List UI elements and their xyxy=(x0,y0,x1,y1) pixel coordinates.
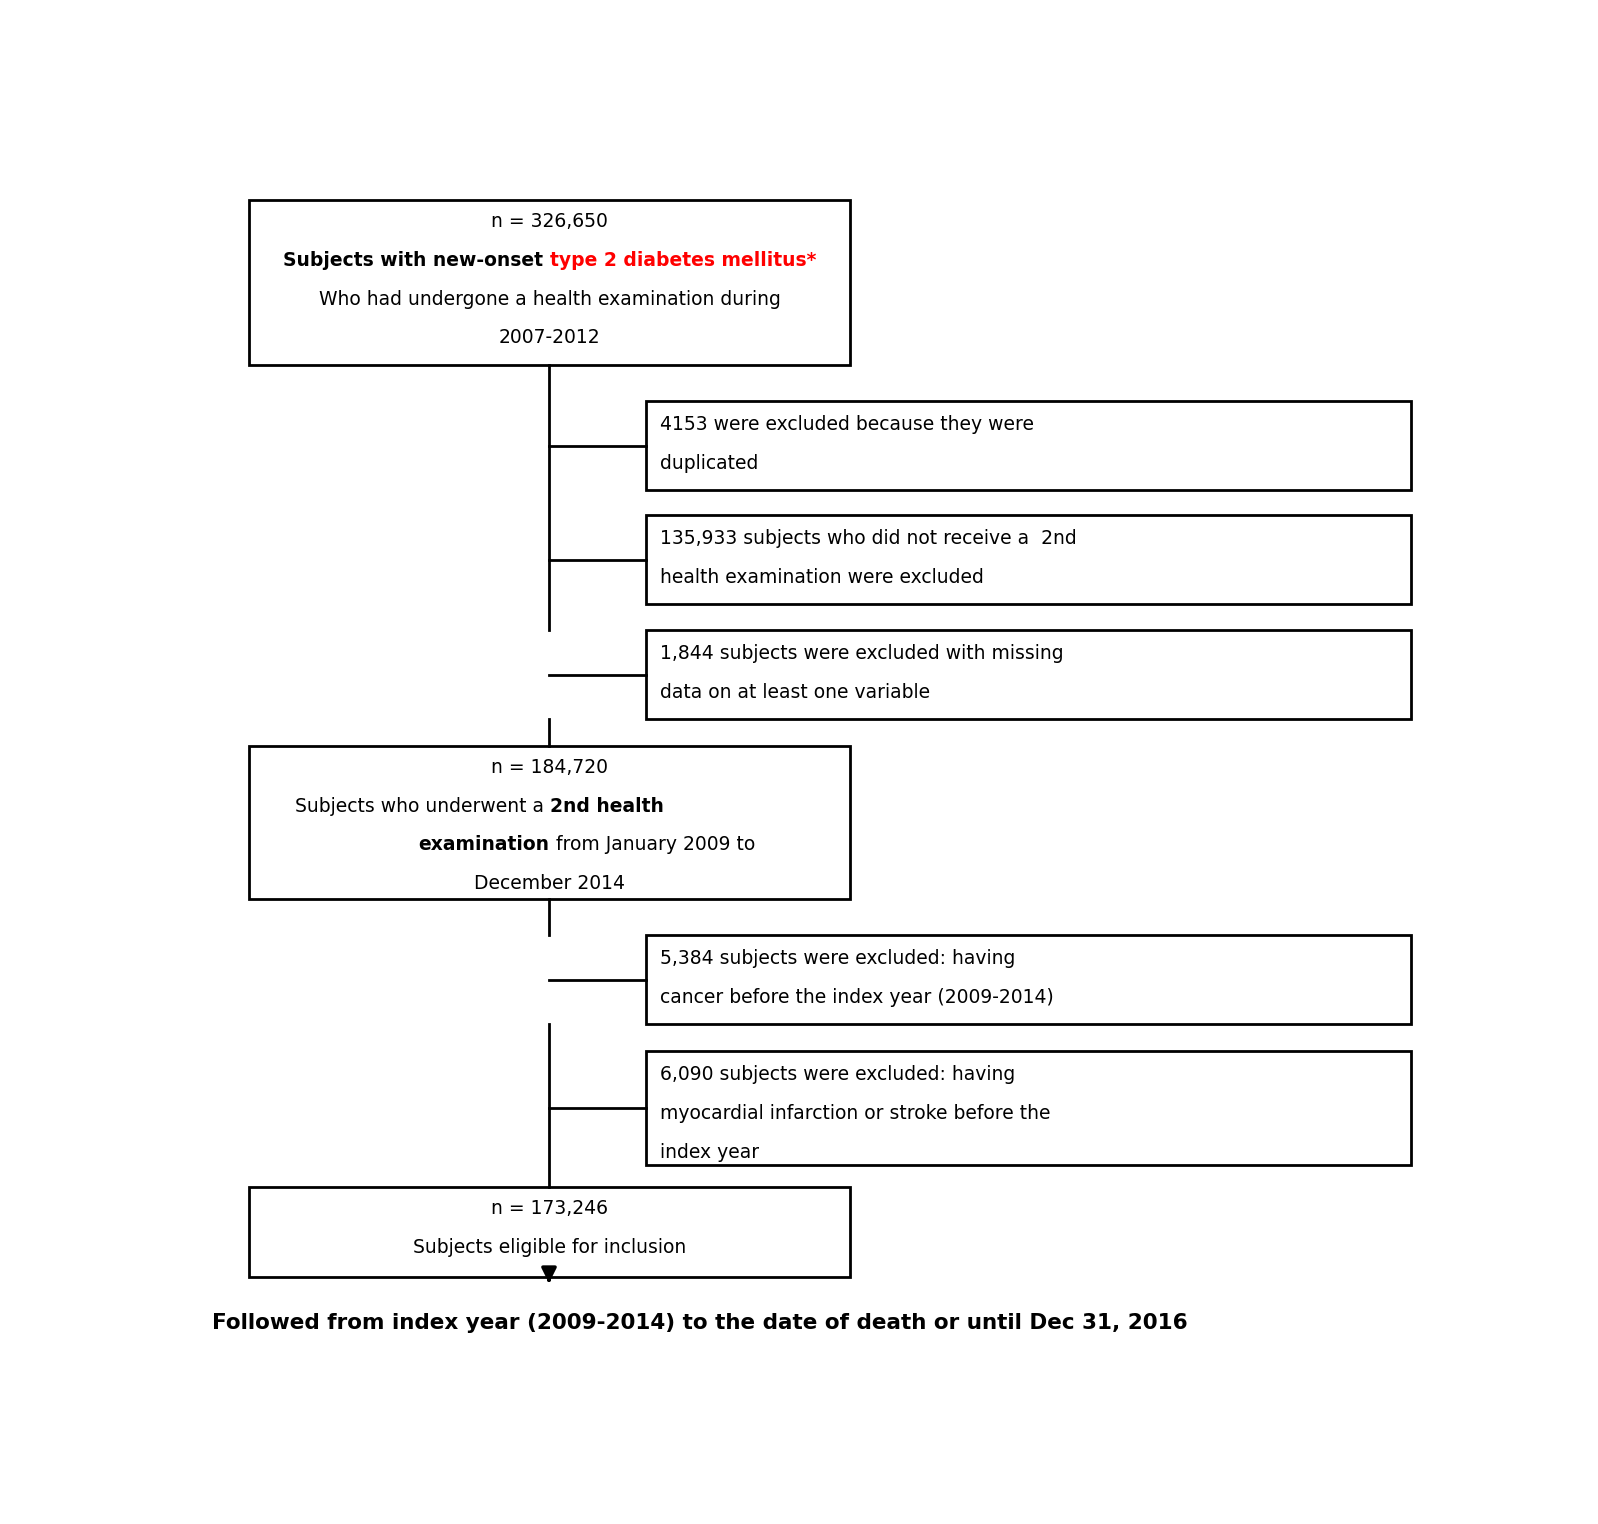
Text: myocardial infarction or stroke before the: myocardial infarction or stroke before t… xyxy=(660,1103,1051,1123)
Text: Subjects who underwent a: Subjects who underwent a xyxy=(294,797,550,815)
Text: duplicated: duplicated xyxy=(660,454,759,472)
Text: 135,933 subjects who did not receive a  2nd: 135,933 subjects who did not receive a 2… xyxy=(660,529,1077,549)
Text: from January 2009 to: from January 2009 to xyxy=(550,835,754,855)
Text: 1,844 subjects were excluded with missing: 1,844 subjects were excluded with missin… xyxy=(660,645,1064,663)
Text: Followed from index year (2009-2014) to the date of death or until Dec 31, 2016: Followed from index year (2009-2014) to … xyxy=(213,1312,1187,1334)
Text: type 2 diabetes mellitus*: type 2 diabetes mellitus* xyxy=(550,251,817,270)
Text: cancer before the index year (2009-2014): cancer before the index year (2009-2014) xyxy=(660,988,1055,1007)
Bar xyxy=(646,629,1411,719)
Text: Who had undergone a health examination during: Who had undergone a health examination d… xyxy=(318,290,780,309)
Bar xyxy=(249,1187,850,1277)
Bar xyxy=(646,401,1411,491)
Text: n = 326,650: n = 326,650 xyxy=(491,212,609,232)
Text: n = 184,720: n = 184,720 xyxy=(491,757,609,777)
Text: Subjects with new-onset: Subjects with new-onset xyxy=(283,251,550,270)
Text: Subjects eligible for inclusion: Subjects eligible for inclusion xyxy=(412,1237,686,1257)
Text: 2nd health: 2nd health xyxy=(550,797,663,815)
Bar xyxy=(646,1052,1411,1164)
Bar xyxy=(249,201,850,364)
Bar xyxy=(646,515,1411,604)
Text: December 2014: December 2014 xyxy=(475,875,625,893)
Text: n = 173,246: n = 173,246 xyxy=(491,1199,609,1218)
Text: health examination were excluded: health examination were excluded xyxy=(660,568,984,587)
Bar xyxy=(249,747,850,899)
Text: 6,090 subjects were excluded: having: 6,090 subjects were excluded: having xyxy=(660,1065,1016,1085)
Text: 5,384 subjects were excluded: having: 5,384 subjects were excluded: having xyxy=(660,949,1016,968)
Text: index year: index year xyxy=(660,1143,759,1161)
Text: 4153 were excluded because they were: 4153 were excluded because they were xyxy=(660,415,1034,434)
Text: data on at least one variable: data on at least one variable xyxy=(660,683,930,701)
Text: examination: examination xyxy=(419,835,550,855)
Bar xyxy=(646,936,1411,1024)
Text: 2007-2012: 2007-2012 xyxy=(499,328,601,347)
